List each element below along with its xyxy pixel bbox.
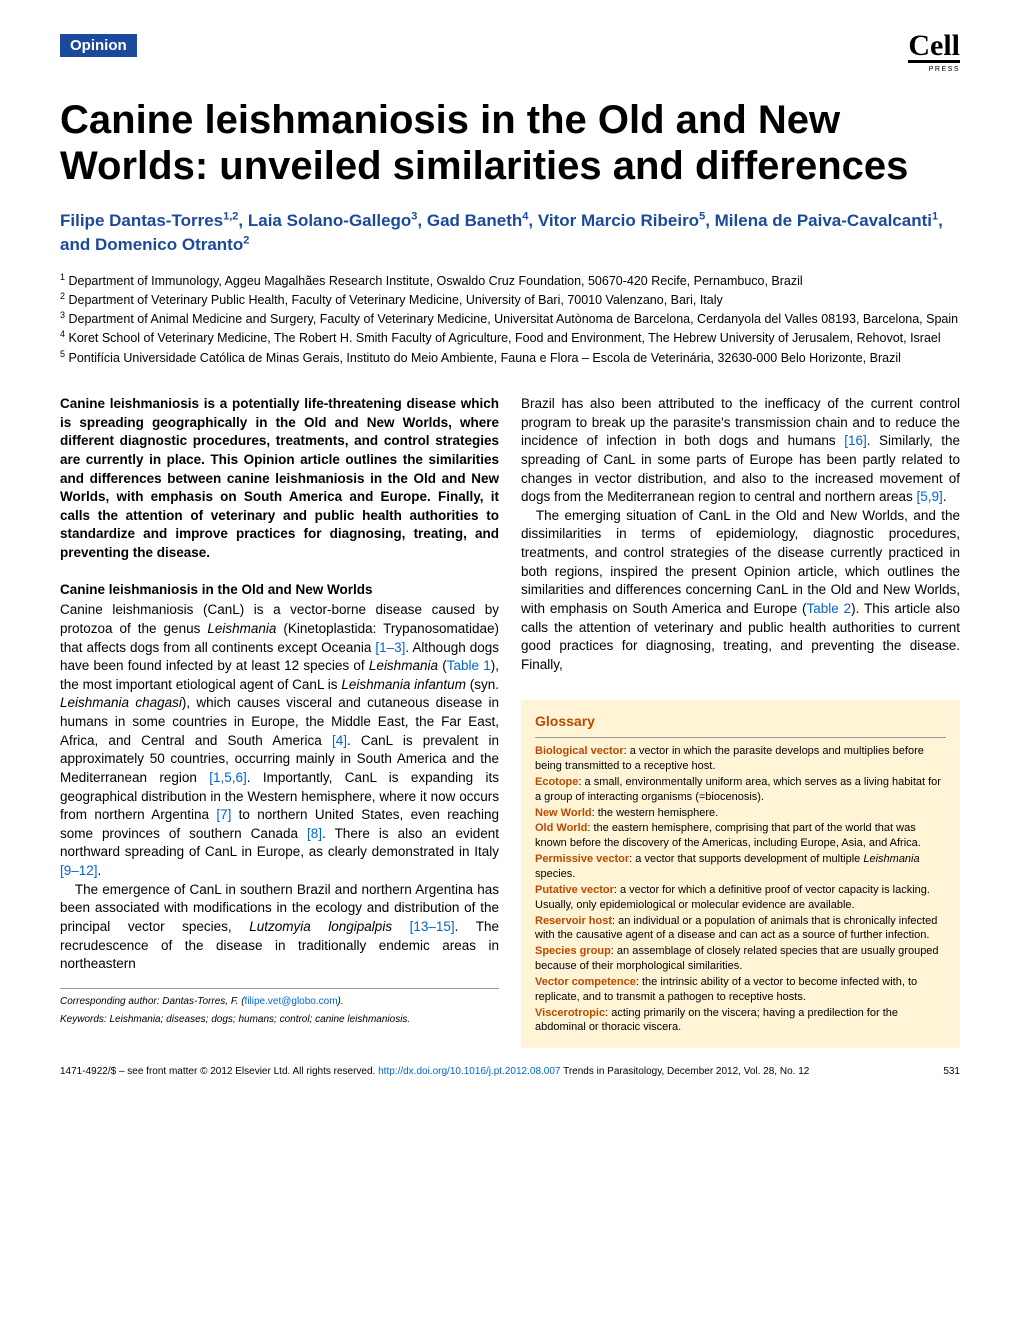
glossary-entry: Permissive vector: a vector that support… (535, 852, 946, 882)
affiliation: 1 Department of Immunology, Aggeu Magalh… (60, 271, 960, 290)
glossary-term: Biological vector (535, 745, 624, 757)
glossary-term: Old World (535, 822, 587, 834)
glossary-term: Putative vector (535, 884, 614, 896)
article-page: Opinion Cell PRESS Canine leishmaniosis … (0, 0, 1020, 1097)
abstract: Canine leishmaniosis is a potentially li… (60, 395, 499, 563)
two-column-body: Canine leishmaniosis is a potentially li… (60, 395, 960, 1048)
affiliation: 5 Pontifícia Universidade Católica de Mi… (60, 348, 960, 367)
divider (535, 737, 946, 738)
section-heading: Canine leishmaniosis in the Old and New … (60, 581, 499, 600)
page-footer: 1471-4922/$ – see front matter © 2012 El… (60, 1066, 960, 1077)
article-title: Canine leishmaniosis in the Old and New … (60, 97, 960, 189)
glossary-term: Species group (535, 945, 611, 957)
body-paragraph: The emerging situation of CanL in the Ol… (521, 507, 960, 675)
glossary-term: Viscerotropic (535, 1007, 605, 1019)
glossary-entry: Vector competence: the intrinsic ability… (535, 975, 946, 1005)
glossary-definition: : the eastern hemisphere, comprising tha… (535, 822, 921, 849)
body-paragraph: Canine leishmaniosis (CanL) is a vector-… (60, 601, 499, 880)
affiliation: 3 Department of Animal Medicine and Surg… (60, 309, 960, 328)
glossary-definition: : the western hemisphere. (592, 807, 719, 819)
logo-main: Cell (908, 34, 960, 63)
column-left: Canine leishmaniosis is a potentially li… (60, 395, 499, 1048)
affiliations-block: 1 Department of Immunology, Aggeu Magalh… (60, 271, 960, 367)
glossary-entry: New World: the western hemisphere. (535, 806, 946, 821)
body-paragraph: The emergence of CanL in southern Brazil… (60, 881, 499, 974)
glossary-entry: Ecotope: a small, environmentally unifor… (535, 775, 946, 805)
glossary-entry: Species group: an assemblage of closely … (535, 944, 946, 974)
glossary-definition: : a small, environmentally uniform area,… (535, 776, 941, 803)
glossary-entry: Putative vector: a vector for which a de… (535, 883, 946, 913)
glossary-box: Glossary Biological vector: a vector in … (521, 700, 960, 1048)
column-right: Brazil has also been attributed to the i… (521, 395, 960, 1048)
glossary-entry: Reservoir host: an individual or a popul… (535, 914, 946, 944)
glossary-title: Glossary (535, 712, 946, 731)
glossary-term: Vector competence (535, 976, 636, 988)
glossary-entries: Biological vector: a vector in which the… (535, 744, 946, 1035)
glossary-term: Permissive vector (535, 853, 629, 865)
divider (60, 988, 499, 989)
page-header: Opinion Cell PRESS (60, 34, 960, 73)
affiliation: 2 Department of Veterinary Public Health… (60, 290, 960, 309)
logo-sub: PRESS (908, 66, 960, 73)
glossary-entry: Biological vector: a vector in which the… (535, 744, 946, 774)
glossary-entry: Viscerotropic: acting primarily on the v… (535, 1006, 946, 1036)
authors-line: Filipe Dantas-Torres1,2, Laia Solano-Gal… (60, 209, 960, 257)
publisher-logo: Cell PRESS (908, 34, 960, 73)
glossary-entry: Old World: the eastern hemisphere, compr… (535, 821, 946, 851)
keywords: Keywords: Leishmania; diseases; dogs; hu… (60, 1013, 499, 1027)
glossary-term: Ecotope (535, 776, 578, 788)
body-paragraph: Brazil has also been attributed to the i… (521, 395, 960, 507)
corresponding-author: Corresponding author: Dantas-Torres, F. … (60, 995, 499, 1009)
glossary-term: New World (535, 807, 592, 819)
opinion-tag: Opinion (60, 34, 137, 57)
affiliation: 4 Koret School of Veterinary Medicine, T… (60, 328, 960, 347)
page-number: 531 (943, 1066, 960, 1077)
glossary-term: Reservoir host (535, 915, 612, 927)
footer-left: 1471-4922/$ – see front matter © 2012 El… (60, 1066, 809, 1077)
